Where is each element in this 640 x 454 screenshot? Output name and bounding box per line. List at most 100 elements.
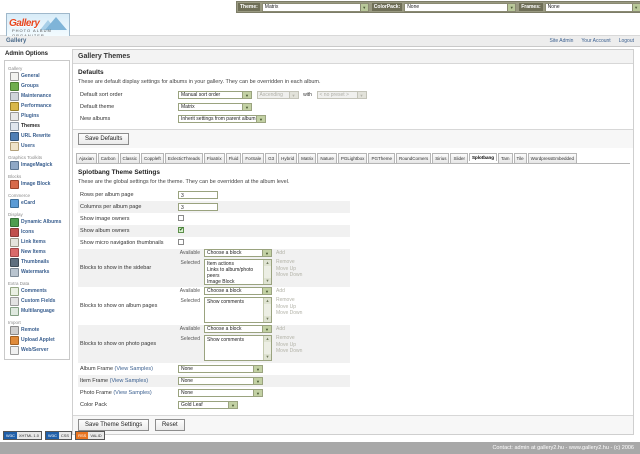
- sidebar-item-performance[interactable]: Performance: [7, 102, 67, 112]
- preset-select[interactable]: < no preset > ▼: [316, 91, 367, 99]
- sidebar-item-new-items[interactable]: New Items: [7, 248, 67, 258]
- frame-select[interactable]: None ▼: [178, 377, 263, 385]
- your-account-link[interactable]: Your Account: [581, 38, 611, 44]
- site-admin-link[interactable]: Site Admin: [549, 38, 574, 44]
- sidebar-item-thumbnails[interactable]: Thumbnails: [7, 258, 67, 268]
- frames-select[interactable]: None ▼: [544, 2, 640, 12]
- scroll-down-icon[interactable]: ▼: [264, 278, 271, 284]
- move-up-button[interactable]: Move Up: [276, 341, 297, 348]
- tab-carbon[interactable]: Carbon: [97, 153, 119, 163]
- scroll-up-icon[interactable]: ▲: [264, 298, 271, 304]
- validator-badge[interactable]: W3C CSS: [44, 431, 73, 440]
- sidebar-item-remote[interactable]: Remote: [7, 326, 67, 336]
- tab-eclecticthreads[interactable]: EclecticThreads: [164, 153, 203, 163]
- move-up-button[interactable]: Move Up: [276, 265, 297, 272]
- sidebar-item-maintenance[interactable]: Maintenance: [7, 92, 67, 102]
- tab-coppleft[interactable]: Coppleft: [141, 153, 164, 163]
- sidebar-item-users[interactable]: Users: [7, 142, 67, 152]
- tab-splotbang[interactable]: Splotbang: [469, 153, 497, 161]
- available-block-select[interactable]: Choose a block ▼: [204, 249, 272, 257]
- validator-badge[interactable]: RSS VALID: [75, 431, 105, 440]
- sidebar-item-groups[interactable]: Groups: [7, 82, 67, 92]
- validator-badge[interactable]: W3C XHTML 1.0: [3, 431, 42, 440]
- sort-direction-select[interactable]: Ascending ▼: [256, 91, 299, 99]
- tab-classic[interactable]: Classic: [119, 153, 141, 163]
- scroll-down-icon[interactable]: ▼: [264, 354, 271, 360]
- listbox-scrollbar[interactable]: ▲ ▼: [263, 260, 271, 284]
- setting-text-input[interactable]: 3: [178, 203, 218, 211]
- remove-block-button[interactable]: Remove: [276, 259, 295, 265]
- tab-pgtheme[interactable]: PGTheme: [368, 153, 395, 163]
- tab-wordpressembedded[interactable]: WordpressEmbedded: [527, 153, 578, 163]
- remove-block-button[interactable]: Remove: [276, 297, 295, 303]
- tab-nature[interactable]: Nature: [317, 153, 337, 163]
- sort-order-select[interactable]: Manual sort order ▼: [178, 91, 252, 99]
- breadcrumb-gallery[interactable]: Gallery: [6, 38, 27, 44]
- available-block-select[interactable]: Choose a block ▼: [204, 287, 272, 295]
- sidebar-item-url-rewrite[interactable]: URL Rewrite: [7, 132, 67, 142]
- add-block-button[interactable]: Add: [276, 250, 285, 256]
- colorpack-row-select[interactable]: Gold Leaf ▼: [178, 401, 238, 409]
- tab-slider[interactable]: Slider: [450, 153, 468, 163]
- view-samples-link[interactable]: (View Samples): [109, 378, 149, 384]
- setting-checkbox[interactable]: [178, 215, 184, 221]
- tab-pglightbox[interactable]: PGLightbox: [337, 153, 368, 163]
- tab-floatrix[interactable]: Floatrix: [203, 153, 225, 163]
- sidebar-item-icons[interactable]: Icons: [7, 228, 67, 238]
- tab-roundcorners[interactable]: RoundCorners: [395, 153, 432, 163]
- selected-blocks-list[interactable]: Show comments ▲ ▼: [204, 335, 272, 361]
- save-theme-settings-button[interactable]: Save Theme Settings: [78, 419, 150, 431]
- save-defaults-button[interactable]: Save Defaults: [78, 133, 130, 145]
- move-down-button[interactable]: Move Down: [276, 310, 303, 316]
- reset-button[interactable]: Reset: [154, 419, 185, 431]
- theme-select[interactable]: Matrix ▼: [261, 2, 369, 12]
- available-block-select[interactable]: Choose a block ▼: [204, 325, 272, 333]
- scroll-down-icon[interactable]: ▼: [264, 316, 271, 322]
- tab-hybrid[interactable]: Hybrid: [278, 153, 298, 163]
- frame-select[interactable]: None ▼: [178, 389, 263, 397]
- colorpack-select[interactable]: None ▼: [404, 2, 517, 12]
- setting-checkbox[interactable]: [178, 226, 184, 234]
- add-block-button[interactable]: Add: [276, 326, 285, 332]
- tab-fluid[interactable]: Fluid: [225, 153, 242, 163]
- sidebar-item-general[interactable]: General: [7, 72, 67, 82]
- sidebar-item-themes[interactable]: Themes: [7, 122, 67, 132]
- view-samples-link[interactable]: (View Samples): [113, 390, 152, 396]
- tab-sirius[interactable]: Sirius: [432, 153, 450, 163]
- sidebar-item-image-block[interactable]: Image Block: [7, 180, 67, 190]
- move-up-button[interactable]: Move Up: [276, 303, 297, 310]
- sidebar-item-comments[interactable]: Comments: [7, 287, 67, 297]
- sidebar-item-custom-fields[interactable]: Custom Fields: [7, 297, 67, 307]
- add-block-button[interactable]: Add: [276, 288, 285, 294]
- gallery-logo[interactable]: Gallery PHOTO ALBUM ORGANIZER: [6, 13, 70, 37]
- sidebar-item-imagemagick[interactable]: ImageMagick: [7, 161, 67, 171]
- tab-matrix[interactable]: Matrix: [298, 153, 317, 163]
- new-albums-select[interactable]: Inherit settings from parent album ▼: [178, 115, 266, 123]
- tab-tile[interactable]: Tile: [513, 153, 527, 163]
- sidebar-item-dynamic-albums[interactable]: Dynamic Albums: [7, 218, 67, 228]
- sidebar-item-web-server[interactable]: Web/Server: [7, 346, 67, 356]
- remove-block-button[interactable]: Remove: [276, 335, 295, 341]
- scroll-up-icon[interactable]: ▲: [264, 260, 271, 266]
- sidebar-item-plugins[interactable]: Plugins: [7, 112, 67, 122]
- listbox-scrollbar[interactable]: ▲ ▼: [263, 336, 271, 360]
- sidebar-item-multilanguage[interactable]: Multilanguage: [7, 307, 67, 317]
- default-theme-select[interactable]: Matrix ▼: [178, 103, 252, 111]
- selected-blocks-list[interactable]: Show comments ▲ ▼: [204, 297, 272, 323]
- setting-checkbox[interactable]: [178, 239, 184, 245]
- tab-forsale[interactable]: ForSale: [242, 153, 265, 163]
- tab-tam[interactable]: Tam: [498, 153, 513, 163]
- tab-g3[interactable]: G3: [265, 153, 278, 163]
- move-down-button[interactable]: Move Down: [276, 272, 303, 278]
- sidebar-item-ecard[interactable]: eCard: [7, 199, 67, 209]
- setting-text-input[interactable]: 3: [178, 191, 218, 199]
- selected-blocks-list[interactable]: Item actions Links to album/photo peers …: [204, 259, 272, 285]
- move-down-button[interactable]: Move Down: [276, 348, 303, 354]
- sidebar-item-link-items[interactable]: Link Items: [7, 238, 67, 248]
- tab-ajaxian[interactable]: Ajaxian: [76, 153, 97, 163]
- logout-link[interactable]: Logout: [618, 38, 634, 44]
- scroll-up-icon[interactable]: ▲: [264, 336, 271, 342]
- frame-select[interactable]: None ▼: [178, 365, 263, 373]
- view-samples-link[interactable]: (View Samples): [114, 366, 153, 372]
- listbox-scrollbar[interactable]: ▲ ▼: [263, 298, 271, 322]
